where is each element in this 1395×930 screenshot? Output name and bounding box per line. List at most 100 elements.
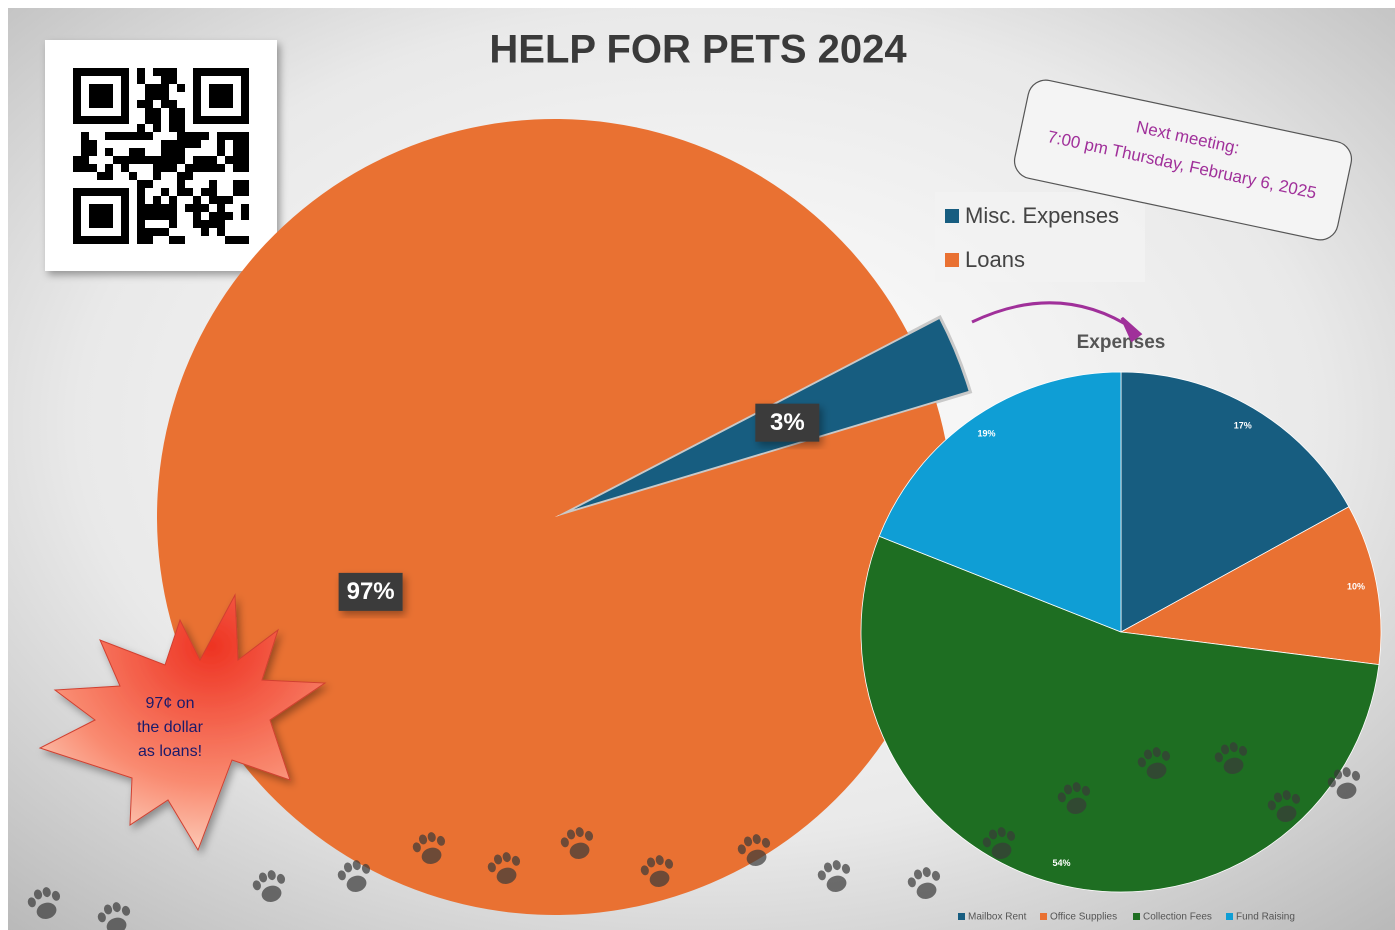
paw-toe — [761, 837, 771, 848]
paw-toe — [252, 880, 261, 891]
legend-label: Misc. Expenses — [965, 203, 1119, 228]
paw-toe — [664, 858, 674, 869]
paw — [817, 860, 851, 892]
qr-module — [201, 220, 209, 228]
paw-toe — [1006, 830, 1016, 841]
qr-module — [241, 204, 249, 212]
paw-toe — [121, 905, 131, 916]
legend-label: Collection Fees — [1143, 912, 1212, 923]
pie-slice — [1119, 506, 1382, 666]
qr-module — [209, 212, 217, 220]
qr-module — [145, 92, 153, 100]
qr-module — [185, 172, 193, 180]
qr-module — [137, 68, 145, 76]
qr-module — [177, 148, 185, 156]
paw-toe — [817, 870, 826, 881]
qr-module — [81, 132, 89, 140]
paw-pad — [496, 867, 517, 884]
qr-module — [169, 212, 177, 220]
qr-module — [81, 156, 89, 164]
qr-module — [193, 204, 201, 212]
paw-toe — [112, 902, 121, 913]
qr-module — [137, 100, 145, 108]
paw-toe — [33, 889, 43, 900]
qr-module — [89, 140, 97, 148]
qr-module — [241, 236, 249, 244]
paw-toe — [412, 842, 421, 853]
qr-module — [217, 220, 225, 228]
qr-module — [169, 140, 177, 148]
qr-module — [145, 180, 153, 188]
legend-swatch — [958, 913, 965, 920]
qr-module — [169, 108, 177, 116]
qr-module — [161, 228, 169, 236]
qr-module — [121, 156, 129, 164]
legend-swatch — [945, 209, 959, 223]
callout-line: 97¢ on — [146, 695, 195, 712]
qr-module — [145, 100, 153, 108]
qr-module — [233, 132, 241, 140]
qr-module — [73, 164, 81, 172]
paw-toe — [640, 865, 649, 876]
paw-toe — [1327, 777, 1336, 788]
paw-toe — [343, 862, 353, 873]
pie-slice — [878, 371, 1122, 633]
qr-module — [121, 132, 129, 140]
qr-module — [129, 172, 137, 180]
paw — [1057, 782, 1091, 814]
qr-module — [209, 156, 217, 164]
meeting-note: Next meeting: 7:00 pm Thursday, February… — [1013, 79, 1353, 241]
qr-module — [185, 164, 193, 172]
qr-module — [169, 124, 177, 132]
qr-module — [217, 140, 225, 148]
qr-module — [201, 188, 209, 196]
qr-module — [177, 108, 185, 116]
qr-module — [137, 188, 145, 196]
paw-toe — [511, 855, 521, 866]
qr-module — [185, 132, 193, 140]
qr-module — [193, 156, 201, 164]
paw — [1327, 767, 1361, 799]
paw-toe — [560, 837, 569, 848]
callout — [38, 593, 327, 852]
qr-module — [129, 132, 137, 140]
paw — [1267, 790, 1301, 822]
qr-module — [201, 164, 209, 172]
paw-toe — [276, 873, 286, 884]
paw-toe — [1152, 747, 1161, 758]
paw-toe — [1057, 792, 1066, 803]
paw-pad — [1066, 797, 1087, 814]
data-label: 17% — [1234, 420, 1252, 430]
main-pie: 3% 97% Misc. Expenses Loans — [157, 119, 1145, 916]
paw-toe — [1161, 750, 1171, 761]
pie-slice — [1120, 371, 1350, 633]
qr-module — [153, 204, 161, 212]
paw-toe — [922, 867, 931, 878]
qr-module — [233, 188, 241, 196]
qr-module — [137, 132, 145, 140]
paw-pad — [1146, 762, 1167, 779]
qr-module — [177, 236, 185, 244]
qr-module — [201, 204, 209, 212]
qr-module — [201, 156, 209, 164]
qr-module — [113, 156, 121, 164]
data-label: 19% — [978, 429, 996, 439]
qr-module — [193, 212, 201, 220]
qr-module — [161, 188, 169, 196]
paw-toe — [258, 872, 268, 883]
paw-toe — [27, 897, 36, 908]
pie-slice — [157, 119, 954, 916]
qr-module — [81, 148, 89, 156]
qr-module — [169, 116, 177, 124]
qr-module — [225, 196, 233, 204]
qr-module — [177, 116, 185, 124]
qr-module — [233, 164, 241, 172]
qr-module — [145, 116, 153, 124]
qr-module — [145, 236, 153, 244]
qr-module — [161, 84, 169, 92]
qr-module — [201, 228, 209, 236]
qr-module — [241, 180, 249, 188]
paw-pad — [649, 870, 670, 887]
qr-module — [145, 204, 153, 212]
paw-toe — [752, 834, 761, 845]
